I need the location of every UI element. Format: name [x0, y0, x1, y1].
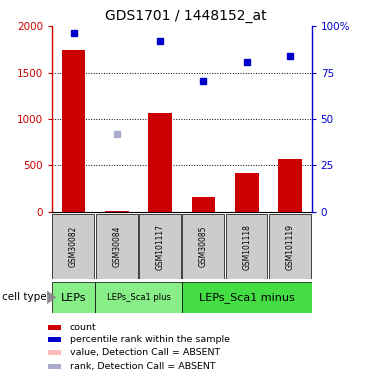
Bar	[148, 112, 172, 212]
Bar	[235, 173, 259, 212]
Bar	[62, 50, 85, 212]
Text: value, Detection Call = ABSENT: value, Detection Call = ABSENT	[70, 348, 220, 357]
Bar	[269, 214, 311, 279]
Text: percentile rank within the sample: percentile rank within the sample	[70, 335, 230, 344]
Text: LEPs_Sca1 minus: LEPs_Sca1 minus	[199, 292, 295, 303]
Text: GSM101118: GSM101118	[242, 224, 251, 270]
Bar	[52, 214, 94, 279]
Text: GSM101119: GSM101119	[286, 224, 295, 270]
Bar	[182, 282, 312, 313]
Bar	[278, 159, 302, 212]
Bar	[139, 214, 181, 279]
Text: rank, Detection Call = ABSENT: rank, Detection Call = ABSENT	[70, 362, 215, 371]
Text: GDS1701 / 1448152_at: GDS1701 / 1448152_at	[105, 9, 266, 23]
Text: GSM30085: GSM30085	[199, 226, 208, 267]
Text: count: count	[70, 323, 96, 332]
Polygon shape	[47, 291, 56, 304]
Bar	[48, 338, 61, 342]
Bar	[48, 325, 61, 330]
Bar	[182, 214, 224, 279]
Bar	[48, 350, 61, 355]
Bar	[52, 282, 95, 313]
Bar	[96, 214, 138, 279]
Bar	[191, 198, 215, 212]
Bar	[105, 211, 129, 212]
Text: LEPs_Sca1 plus: LEPs_Sca1 plus	[106, 293, 170, 302]
Bar	[226, 214, 267, 279]
Text: GSM30084: GSM30084	[112, 226, 121, 267]
Bar	[48, 364, 61, 369]
Text: LEPs: LEPs	[61, 292, 86, 303]
Bar	[95, 282, 182, 313]
Text: GSM101117: GSM101117	[156, 224, 165, 270]
Text: cell type: cell type	[2, 292, 46, 302]
Text: GSM30082: GSM30082	[69, 226, 78, 267]
